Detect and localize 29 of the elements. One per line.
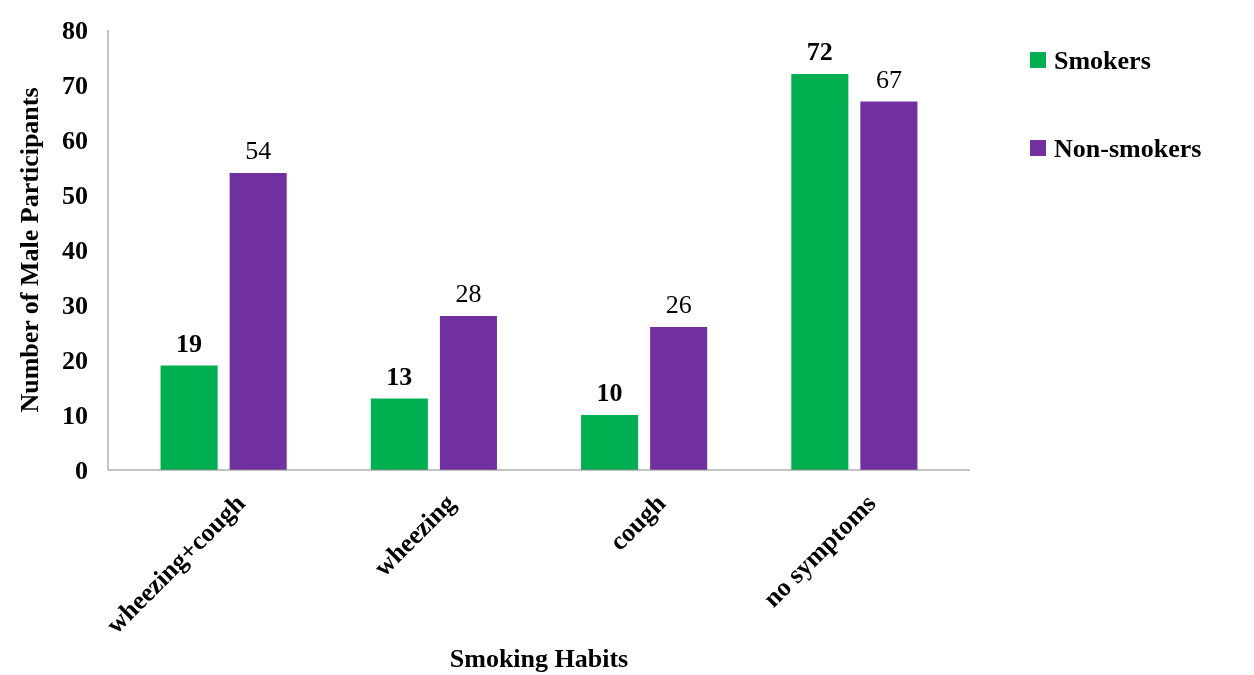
legend-label: Non-smokers [1054,134,1202,164]
y-tick-label: 40 [62,236,88,266]
data-label: 67 [875,64,902,94]
bar [650,327,708,470]
bar [791,74,849,470]
legend-label: Smokers [1054,46,1151,76]
bar [581,415,639,470]
data-label: 28 [455,279,482,308]
y-tick-label: 80 [62,16,88,46]
y-tick-label: 30 [62,291,88,321]
data-label: 13 [386,361,413,391]
data-label: 72 [806,37,833,66]
data-label: 54 [245,136,272,165]
y-axis-title: Number of Male Participants [15,87,44,413]
data-label: 19 [176,328,203,358]
y-tick-label: 20 [62,346,88,376]
y-tick-label: 0 [75,456,88,486]
bar [370,398,428,470]
bar [439,316,497,470]
y-tick-label: 70 [62,71,88,101]
data-label: 26 [665,290,692,319]
y-tick-label: 10 [62,401,88,431]
data-label: 10 [596,378,623,407]
bar [229,173,287,470]
bar [160,365,218,470]
y-tick-label: 50 [62,181,88,211]
x-axis-title: Smoking Habits [449,644,629,673]
y-tick-label: 60 [62,126,88,156]
bar [860,101,918,470]
